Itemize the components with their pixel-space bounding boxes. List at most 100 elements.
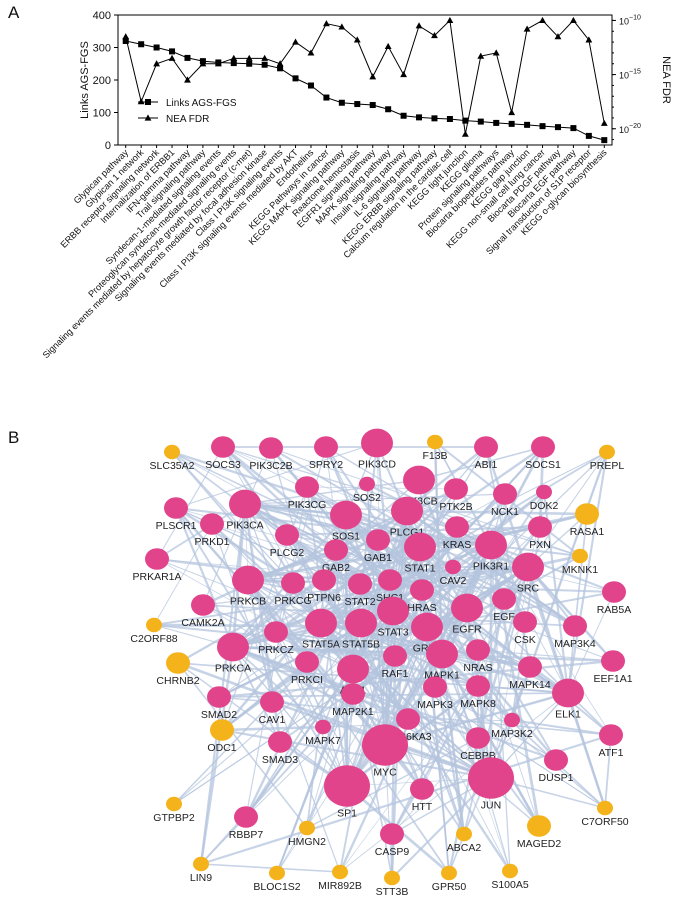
node-label-abi1: ABI1 bbox=[475, 459, 498, 471]
network-edge bbox=[175, 442, 378, 509]
node-label-lin9: LIN9 bbox=[190, 872, 212, 884]
node-elk1 bbox=[552, 678, 584, 708]
node-prkcg bbox=[281, 572, 305, 594]
node-label-mknk1: MKNK1 bbox=[562, 564, 598, 576]
node-prkcb bbox=[232, 565, 264, 595]
point-nea-fdr bbox=[353, 36, 361, 43]
node-label-src: SRC bbox=[517, 582, 540, 594]
node-label-socs1: SOCS1 bbox=[525, 459, 561, 471]
network-edge bbox=[339, 621, 526, 873]
node-label-ptpn6: PTPN6 bbox=[307, 592, 341, 604]
node-prkcz bbox=[264, 621, 288, 643]
node-label-prkd1: PRKD1 bbox=[194, 536, 229, 548]
network-edge bbox=[346, 685, 479, 787]
node-prkar1a bbox=[145, 548, 169, 570]
node-abi1 bbox=[474, 436, 498, 458]
node-stat2 bbox=[348, 573, 372, 595]
network-edge bbox=[406, 510, 511, 872]
node-s100a5 bbox=[502, 863, 518, 879]
network-edge bbox=[392, 610, 465, 835]
node-label-mapk7: MAPK7 bbox=[305, 735, 341, 747]
node-nck1 bbox=[493, 483, 517, 505]
node-label-rab5a: RAB5A bbox=[597, 604, 631, 616]
node-htt bbox=[410, 778, 434, 800]
point-links bbox=[570, 125, 577, 132]
node-label-casp9: CASP9 bbox=[375, 846, 410, 858]
network-edge bbox=[245, 546, 421, 818]
point-links bbox=[338, 99, 345, 106]
right-axis-label: NEA FDR bbox=[660, 56, 672, 104]
point-nea-fdr bbox=[214, 60, 222, 67]
network-edge bbox=[345, 546, 422, 787]
node-label-elk1: ELK1 bbox=[555, 708, 581, 720]
network-edge bbox=[346, 589, 423, 787]
node-label-kras: KRAS bbox=[443, 539, 472, 551]
network-edge bbox=[391, 777, 492, 879]
network-edge bbox=[418, 446, 544, 481]
network-edge bbox=[566, 451, 609, 694]
node-map2k1 bbox=[341, 683, 365, 705]
node-label-mapk8: MAPK8 bbox=[460, 698, 496, 710]
node-rps6ka3 bbox=[396, 708, 420, 730]
node-label-prkci: PRKCI bbox=[291, 674, 323, 686]
node-label-sp1: SP1 bbox=[337, 808, 357, 820]
point-nea-fdr bbox=[431, 31, 438, 39]
node-mknk1 bbox=[572, 548, 588, 564]
node-sp1 bbox=[324, 765, 370, 807]
point-links bbox=[524, 121, 531, 128]
node-mapk14 bbox=[518, 656, 542, 678]
node-label-slc35a2: SLC35A2 bbox=[150, 460, 195, 472]
right-tick-label: 10−10 bbox=[619, 14, 641, 26]
legend-marker-links bbox=[145, 99, 151, 105]
point-links bbox=[585, 132, 592, 139]
point-links bbox=[462, 117, 469, 124]
node-label-f13b: F13B bbox=[422, 450, 447, 462]
network-edge bbox=[352, 668, 393, 879]
point-nea-fdr bbox=[415, 22, 423, 29]
node-prkca bbox=[217, 632, 249, 662]
node-ptpn6 bbox=[312, 569, 336, 591]
point-nea-fdr bbox=[168, 54, 176, 61]
point-nea-fdr bbox=[292, 38, 299, 45]
node-cebpb bbox=[466, 727, 490, 749]
node-label-atf1: ATF1 bbox=[599, 747, 624, 759]
node-label-raf1: RAF1 bbox=[382, 668, 409, 680]
network-edge bbox=[567, 591, 615, 694]
node-c2orf88 bbox=[146, 617, 162, 633]
network-edge bbox=[153, 566, 529, 626]
node-pik3ca bbox=[229, 489, 261, 519]
point-nea-fdr bbox=[122, 33, 130, 40]
network-edge bbox=[173, 607, 468, 805]
point-nea-fdr bbox=[276, 60, 284, 67]
node-plscr1 bbox=[164, 497, 188, 519]
node-map3k4 bbox=[563, 615, 587, 637]
node-label-myc: MYC bbox=[373, 767, 397, 779]
network-edge bbox=[173, 589, 423, 805]
node-mapk8 bbox=[466, 675, 490, 697]
network-edge bbox=[604, 734, 612, 809]
node-slc35a2 bbox=[164, 444, 180, 460]
network-edge bbox=[174, 507, 235, 648]
node-spry2 bbox=[314, 436, 338, 458]
node-nras bbox=[466, 639, 490, 661]
network-edge bbox=[441, 652, 569, 695]
network-edge bbox=[232, 646, 281, 743]
network-edge bbox=[390, 510, 409, 879]
node-label-prkcz: PRKCZ bbox=[258, 644, 294, 656]
legend-label-links: Links AGS-FGS bbox=[166, 98, 237, 109]
point-links bbox=[508, 120, 515, 127]
left-tick-label: 0 bbox=[105, 140, 111, 152]
node-label-ptk2b: PTK2B bbox=[439, 501, 472, 513]
network-edge bbox=[171, 451, 294, 584]
network-edge bbox=[384, 744, 393, 879]
point-links bbox=[138, 41, 145, 48]
network-edge bbox=[244, 479, 420, 505]
point-links bbox=[539, 123, 546, 130]
node-pik3cd bbox=[361, 428, 393, 458]
node-label-abca2: ABCA2 bbox=[447, 842, 482, 854]
network-edge bbox=[156, 503, 246, 560]
node-grb2 bbox=[411, 612, 443, 642]
point-links bbox=[230, 60, 237, 67]
legend-label-nea-fdr: NEA FDR bbox=[166, 114, 209, 125]
